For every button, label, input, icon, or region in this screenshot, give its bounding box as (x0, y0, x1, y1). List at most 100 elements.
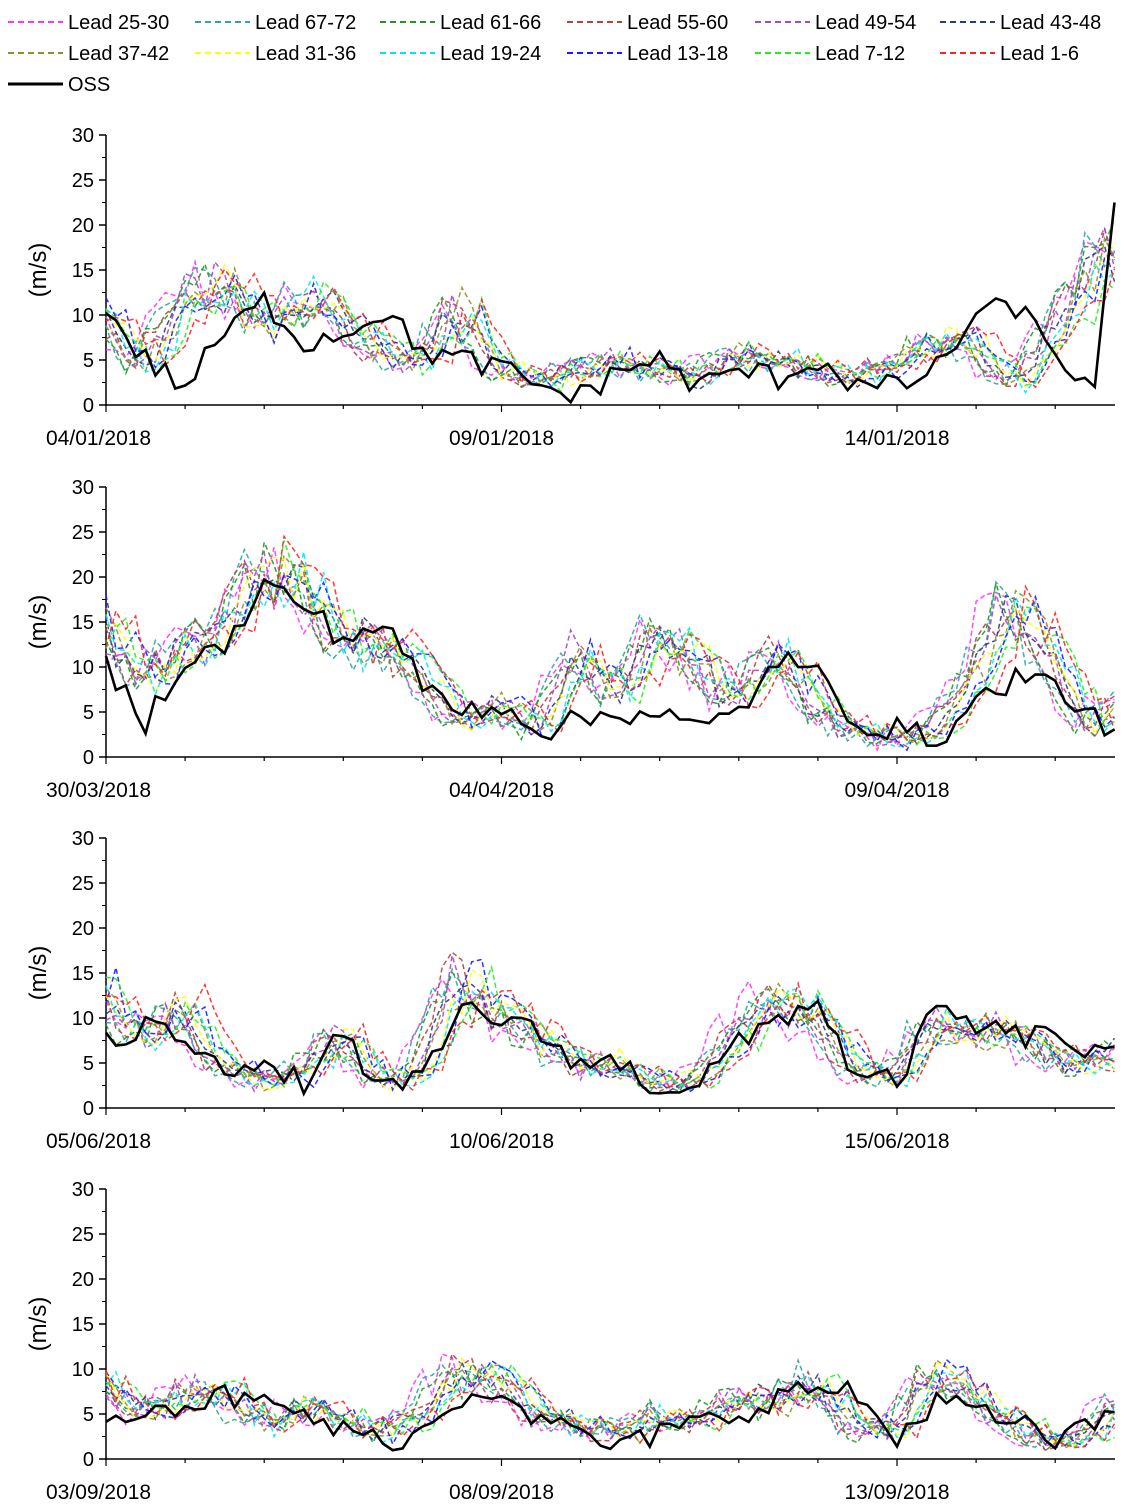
legend-label: Lead 61-66 (440, 12, 541, 34)
lead-series-line (105, 547, 1115, 752)
legend-label: Lead 37-42 (68, 43, 169, 65)
legend-item: Lead 49-54 (755, 12, 916, 34)
y-tick-label: 25 (72, 522, 94, 544)
y-tick-label: 20 (72, 215, 94, 237)
lead-series-line (105, 978, 1116, 1090)
legend-label: Lead 19-24 (440, 43, 541, 65)
legend-item: Lead 67-72 (195, 12, 356, 34)
lead-series-line (105, 539, 1116, 744)
lead-series-line (105, 554, 1115, 741)
y-tick-label: 25 (72, 170, 94, 192)
legend-item: Lead 37-42 (8, 43, 169, 65)
lead-series-line (105, 1359, 1116, 1449)
chart-panel: (m/s) 0 5 10 15 20 25 30 05/06/2018 10/06/2018 15/… (25, 828, 1116, 1153)
lead-series-line (105, 964, 1115, 1091)
y-tick-label: 20 (72, 918, 94, 940)
legend-label: Lead 49-54 (815, 12, 916, 34)
legend-item: Lead 25-30 (8, 12, 169, 34)
lead-series-line (105, 1357, 1116, 1447)
lead-series-line (105, 1369, 1116, 1449)
y-tick-label: 25 (72, 873, 94, 895)
lead-series-line (105, 225, 1116, 387)
y-tick-label: 10 (72, 1359, 94, 1381)
legend-item: Lead 13-18 (567, 43, 728, 65)
y-axis-label: (m/s) (25, 1297, 52, 1352)
y-tick-label: 25 (72, 1224, 94, 1246)
y-tick-label: 5 (83, 350, 94, 372)
y-tick-label: 0 (83, 747, 94, 769)
y-axis-label: (m/s) (25, 946, 52, 1001)
y-tick-label: 20 (72, 567, 94, 589)
y-tick-label: 30 (72, 828, 94, 850)
y-tick-label: 10 (72, 305, 94, 327)
lead-series-line (105, 549, 1115, 747)
lead-series-line (105, 534, 1116, 742)
lead-series-line (105, 1363, 1115, 1449)
lead-series-line (105, 267, 1116, 389)
lead-series-line (105, 1364, 1116, 1449)
legend-label: Lead 7-12 (815, 43, 905, 65)
y-tick-label: 0 (83, 395, 94, 417)
y-axis-label: (m/s) (25, 595, 52, 650)
legend-item: Lead 7-12 (755, 43, 905, 65)
y-tick-label: 30 (72, 477, 94, 499)
lead-series-line (105, 985, 1115, 1091)
x-tick-label: 09/01/2018 (449, 427, 554, 450)
x-tick-label: 08/09/2018 (449, 1481, 554, 1504)
chart-panel: (m/s) 0 5 10 15 20 25 30 04/01/2018 09/01/2018 14/… (25, 125, 1116, 450)
legend-item: Lead 19-24 (380, 43, 541, 65)
chart-panels: (m/s) 0 5 10 15 20 25 30 04/01/2018 09/01/2018 14/… (25, 125, 1116, 1504)
y-tick-label: 10 (72, 657, 94, 679)
x-tick-label: 09/04/2018 (844, 779, 949, 802)
x-tick-label: 14/01/2018 (844, 427, 949, 450)
y-axis-label: (m/s) (25, 243, 52, 298)
lead-series-line (105, 236, 1116, 386)
legend-label: Lead 55-60 (627, 12, 728, 34)
x-tick-label: 04/04/2018 (449, 779, 554, 802)
oss-series-line (104, 998, 1115, 1097)
y-tick-label: 15 (72, 1314, 94, 1336)
legend-label: Lead 43-48 (1000, 12, 1101, 34)
oss-series-line (105, 202, 1116, 405)
legend-item: OSS (8, 74, 110, 96)
y-tick-label: 30 (72, 125, 94, 147)
legend-item: Lead 31-36 (195, 43, 356, 65)
legend-label: OSS (68, 74, 110, 96)
lead-series-line (105, 1358, 1115, 1448)
lead-series-line (105, 955, 1116, 1093)
lead-series-line (105, 966, 1115, 1095)
y-tick-label: 30 (72, 1179, 94, 1201)
lead-series-line (105, 540, 1115, 746)
legend-label: Lead 1-6 (1000, 43, 1079, 65)
lead-series-line (105, 559, 1115, 748)
legend-label: Lead 67-72 (255, 12, 356, 34)
y-tick-label: 0 (83, 1098, 94, 1120)
legend: Lead 25-30 Lead 67-72 Lead 61-66 Lead 55-60… (8, 12, 1101, 96)
x-tick-label: 03/09/2018 (46, 1481, 151, 1504)
lead-series-line (105, 968, 1116, 1092)
y-tick-label: 15 (72, 963, 94, 985)
oss-series-line (105, 1379, 1115, 1452)
lead-series-line (105, 982, 1116, 1092)
lead-series-line (105, 547, 1116, 748)
y-tick-label: 5 (83, 1404, 94, 1426)
lead-series-line (105, 250, 1115, 388)
legend-label: Lead 25-30 (68, 12, 169, 34)
chart-panel: (m/s) 0 5 10 15 20 25 30 03/09/2018 08/09/2018 13/… (25, 1179, 1116, 1504)
x-tick-label: 13/09/2018 (844, 1481, 949, 1504)
legend-item: Lead 1-6 (940, 43, 1079, 65)
chart-panel: (m/s) 0 5 10 15 20 25 30 30/03/2018 04/04/2018 09/… (25, 477, 1116, 802)
lead-series-line (105, 226, 1116, 388)
oss-series-line (104, 577, 1116, 748)
y-tick-label: 0 (83, 1449, 94, 1471)
x-tick-label: 30/03/2018 (46, 779, 151, 802)
x-tick-label: 05/06/2018 (46, 1130, 151, 1153)
lead-series-line (105, 1357, 1116, 1449)
legend-label: Lead 31-36 (255, 43, 356, 65)
legend-item: Lead 43-48 (940, 12, 1101, 34)
legend-label: Lead 13-18 (627, 43, 728, 65)
y-tick-label: 15 (72, 612, 94, 634)
lead-series-line (105, 242, 1116, 389)
y-tick-label: 5 (83, 702, 94, 724)
